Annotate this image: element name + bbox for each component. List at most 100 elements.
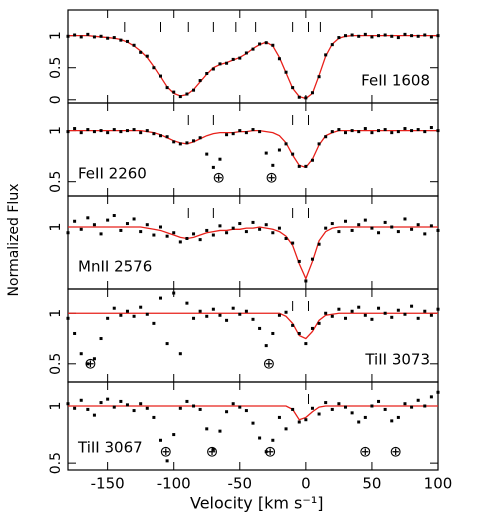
flux-point (297, 95, 301, 99)
flux-point (198, 79, 202, 83)
flux-point (145, 129, 149, 133)
flux-point (73, 406, 77, 410)
flux-point (139, 131, 143, 135)
flux-point (165, 86, 169, 90)
telluric-marker: ⊕ (206, 443, 219, 461)
line-label: MnII 2576 (78, 258, 152, 276)
flux-point (330, 222, 334, 226)
flux-point (324, 226, 328, 230)
flux-point (271, 331, 275, 335)
flux-point (92, 35, 96, 39)
flux-point (79, 35, 83, 39)
flux-point (172, 291, 176, 295)
telluric-marker: ⊕ (264, 443, 277, 461)
flux-point (350, 228, 354, 232)
flux-point (377, 129, 381, 133)
flux-point (238, 312, 242, 316)
telluric-marker: ⊕ (84, 355, 97, 373)
flux-point (310, 257, 314, 261)
flux-point (416, 398, 420, 402)
flux-point (390, 34, 394, 38)
flux-point (350, 129, 354, 133)
flux-point (192, 88, 196, 92)
flux-point (152, 132, 156, 136)
flux-point (357, 34, 361, 38)
flux-point (324, 135, 328, 139)
flux-point (132, 314, 136, 318)
flux-point (304, 164, 308, 168)
line-label: FeII 2260 (78, 165, 147, 183)
y-tick-label: 0.5 (48, 353, 64, 375)
y-tick-label: 0.5 (48, 57, 64, 79)
flux-point (403, 32, 407, 36)
flux-point (390, 131, 394, 135)
flux-point (192, 316, 196, 320)
flux-point (403, 217, 407, 221)
line-label: TiII 3073 (364, 351, 430, 369)
flux-point (99, 232, 103, 236)
flux-point (344, 219, 347, 223)
flux-point (125, 403, 129, 407)
flux-point (396, 130, 400, 134)
flux-point (337, 36, 341, 40)
flux-point (357, 305, 361, 309)
flux-point (244, 51, 248, 55)
y-tick-label: 1 (48, 402, 64, 411)
flux-point (423, 404, 427, 408)
flux-point (317, 412, 321, 416)
flux-point (410, 34, 414, 38)
flux-point (363, 415, 367, 419)
flux-point (304, 96, 308, 100)
flux-point (106, 316, 110, 320)
flux-point (159, 74, 162, 78)
flux-point (225, 231, 229, 235)
flux-point (251, 128, 255, 132)
flux-point (66, 316, 70, 320)
flux-point (159, 296, 162, 300)
flux-point (66, 34, 70, 38)
flux-point (396, 36, 400, 40)
flux-point (145, 406, 149, 410)
flux-point (86, 128, 90, 132)
flux-point (383, 311, 387, 315)
flux-point (165, 459, 169, 463)
flux-point (357, 223, 361, 227)
flux-point (317, 242, 321, 246)
flux-point (132, 43, 136, 47)
flux-point (277, 226, 281, 230)
flux-point (125, 309, 129, 313)
flux-point (225, 133, 229, 137)
flux-point (225, 61, 229, 65)
flux-point (310, 91, 314, 95)
flux-point (192, 404, 196, 408)
flux-point (251, 317, 255, 321)
flux-point (396, 308, 400, 312)
flux-point (429, 224, 433, 228)
flux-point (297, 331, 301, 335)
flux-point (363, 127, 367, 131)
flux-point (86, 407, 90, 411)
flux-point (390, 225, 394, 229)
flux-point (271, 43, 275, 47)
flux-point (185, 301, 189, 305)
flux-point (99, 337, 103, 341)
flux-point (297, 164, 301, 168)
flux-point (337, 128, 341, 132)
flux-point (436, 129, 440, 133)
flux-point (178, 95, 182, 99)
flux-point (66, 130, 70, 134)
line-label: FeII 1608 (361, 72, 430, 90)
telluric-marker: ⊕ (263, 355, 276, 373)
flux-point (370, 404, 374, 408)
flux-point (310, 406, 314, 410)
flux-point (271, 163, 275, 167)
flux-point (416, 34, 420, 38)
flux-point (403, 312, 407, 316)
flux-point (383, 128, 387, 132)
flux-point (139, 305, 143, 309)
fit-line (68, 312, 438, 340)
flux-point (370, 35, 374, 39)
flux-point (231, 57, 235, 61)
flux-point (258, 227, 262, 231)
flux-point (112, 36, 116, 40)
